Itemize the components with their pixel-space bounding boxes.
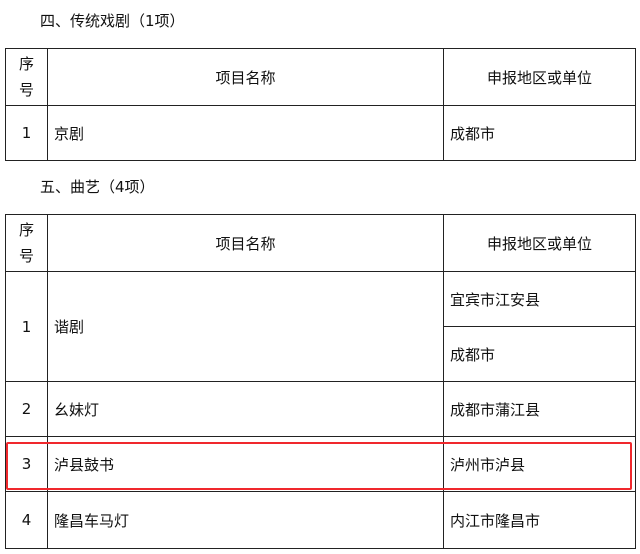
row-region: 成都市蒲江县 <box>443 381 636 437</box>
header-seq-line1: 序 <box>18 221 34 239</box>
section-heading-traditional-opera: 四、传统戏剧（1项） <box>40 12 185 30</box>
row-name: 京剧 <box>47 105 444 161</box>
row-name: 泸县鼓书 <box>47 436 444 492</box>
row-region: 泸州市泸县 <box>443 436 636 492</box>
table-row: 1 京剧 成都市 <box>5 105 636 161</box>
row-no: 4 <box>5 491 48 549</box>
table-row: 4 隆昌车马灯 内江市隆昌市 <box>5 491 636 549</box>
table-row: 2 幺妹灯 成都市蒲江县 <box>5 381 636 437</box>
header-name: 项目名称 <box>47 214 444 272</box>
row-region: 内江市隆昌市 <box>443 491 636 549</box>
row-name: 谐剧 <box>47 271 444 382</box>
traditional-opera-table: 序号 项目名称 申报地区或单位 1 京剧 成都市 <box>5 48 636 161</box>
row-region: 宜宾市江安县 <box>443 271 636 327</box>
header-seq: 序号 <box>5 214 48 272</box>
table-subrow: 成都市 <box>6 326 636 382</box>
header-region: 申报地区或单位 <box>443 48 636 106</box>
row-no: 1 <box>5 271 48 382</box>
header-seq: 序号 <box>5 48 48 106</box>
header-region: 申报地区或单位 <box>443 214 636 272</box>
header-name: 项目名称 <box>47 48 444 106</box>
table-header-row: 序号 项目名称 申报地区或单位 <box>5 48 636 106</box>
header-seq-line2: 号 <box>18 247 34 265</box>
row-region: 成都市 <box>443 105 636 161</box>
table-row: 1 谐剧 宜宾市江安县 <box>5 271 636 382</box>
row-region: 成都市 <box>443 326 636 382</box>
row-no: 3 <box>5 436 48 492</box>
header-seq-line1: 序 <box>18 55 34 73</box>
header-seq-line2: 号 <box>18 81 34 99</box>
table-header-row: 序号 项目名称 申报地区或单位 <box>5 214 636 272</box>
row-name: 幺妹灯 <box>47 381 444 437</box>
row-no: 1 <box>5 105 48 161</box>
quyi-table: 序号 项目名称 申报地区或单位 1 谐剧 宜宾市江安县 成都市 2 幺妹灯 成都… <box>5 214 636 549</box>
section-heading-quyi: 五、曲艺（4项） <box>40 178 155 196</box>
row-name: 隆昌车马灯 <box>47 491 444 549</box>
row-no: 2 <box>5 381 48 437</box>
table-row-highlighted: 3 泸县鼓书 泸州市泸县 <box>5 436 636 492</box>
